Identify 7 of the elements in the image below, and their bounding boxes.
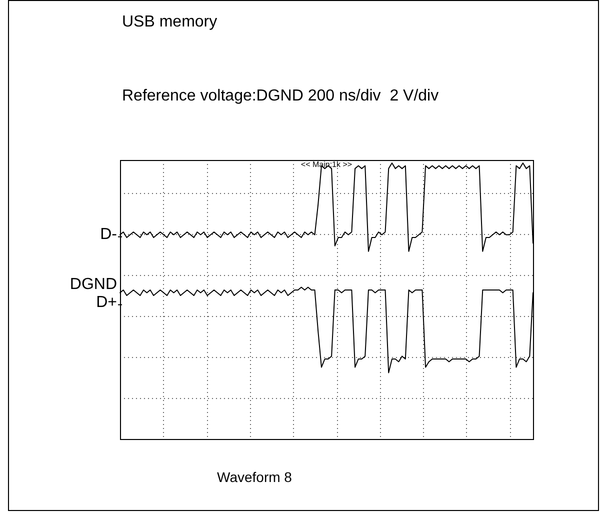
text: DGND (70, 276, 117, 294)
text: Waveform 8 (217, 468, 292, 485)
annotation: << Main:1k >> (300, 160, 352, 170)
legend-label: D- (100, 226, 117, 244)
chart-subtitle: Reference voltage:DGND 200 ns/div 2 V/div (122, 87, 439, 104)
legend-label: D+ (96, 294, 117, 312)
chart-title: USB memory (122, 13, 218, 30)
